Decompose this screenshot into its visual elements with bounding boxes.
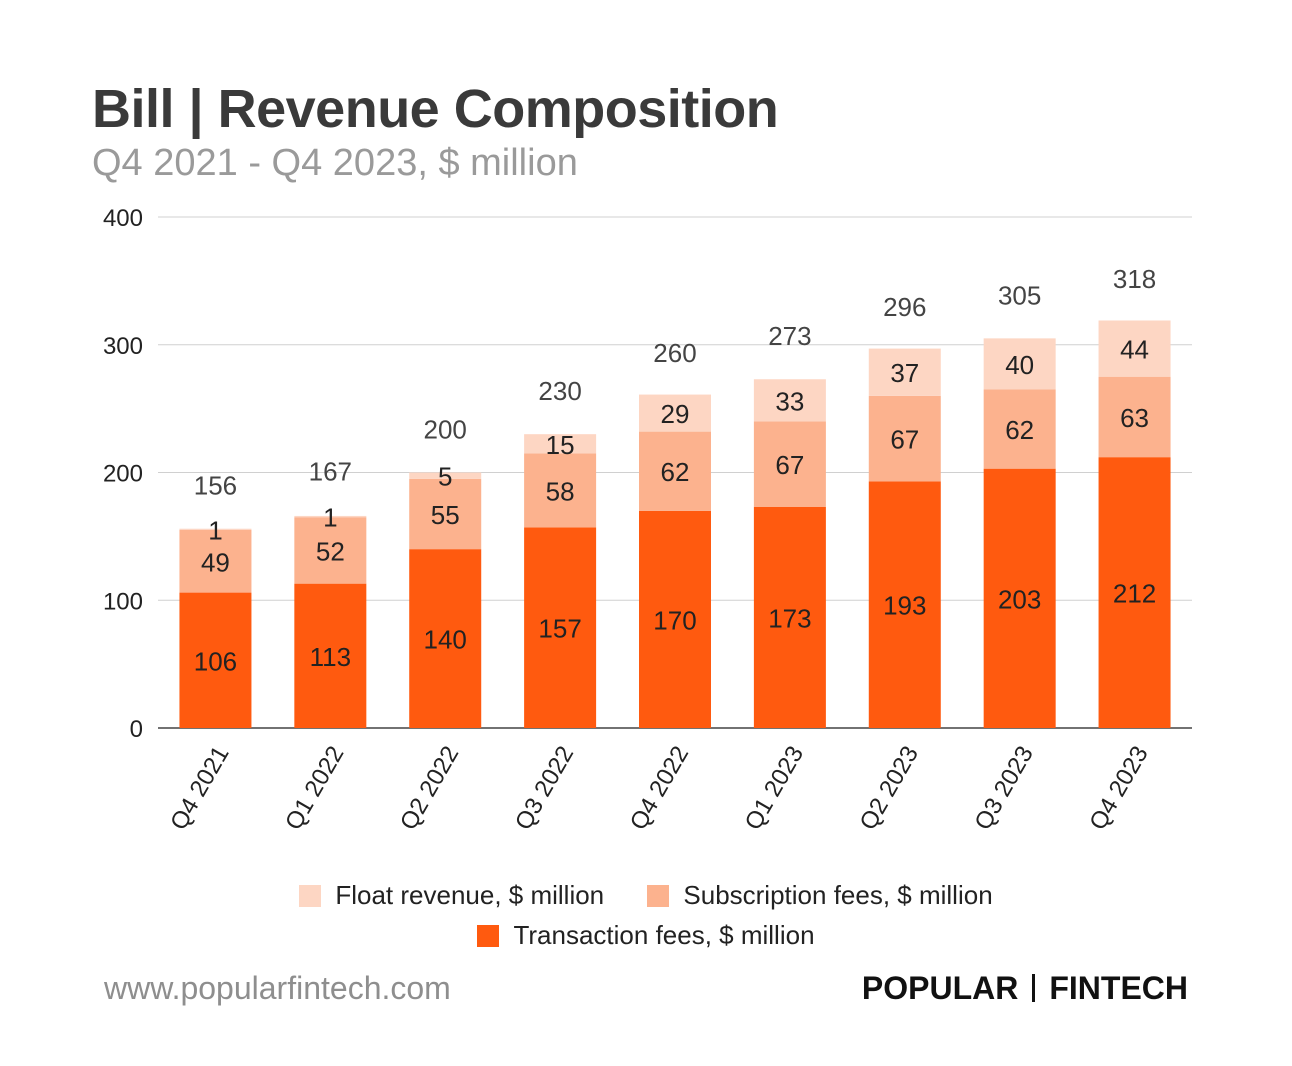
bar-transaction-4 xyxy=(639,510,711,728)
bar-float-3 xyxy=(524,434,597,454)
bar-transaction-6 xyxy=(868,481,941,728)
data-label-float-5: 33 xyxy=(775,386,804,416)
bar-subscription-2 xyxy=(409,478,482,550)
data-label-float-3: 15 xyxy=(546,430,575,460)
legend-swatch-float xyxy=(299,884,322,907)
legend-row-1: Float revenue, $ million Subscription fe… xyxy=(0,880,1292,914)
data-label-float-0: 1 xyxy=(208,515,222,545)
bar-subscription-8 xyxy=(1098,376,1171,458)
data-label-float-8: 44 xyxy=(1120,335,1149,365)
data-label-subscription-2: 55 xyxy=(431,500,460,530)
data-label-subscription-6: 67 xyxy=(890,425,919,455)
bar-float-5 xyxy=(753,379,826,422)
bar-transaction-0 xyxy=(179,592,252,728)
x-tick-label-5: Q1 2023 xyxy=(740,742,809,835)
data-label-subscription-7: 62 xyxy=(1005,415,1034,445)
x-tick-label-8: Q4 2023 xyxy=(1084,742,1153,835)
footer-url[interactable]: www.popularfintech.com xyxy=(104,970,451,1006)
y-tick-label-200: 200 xyxy=(103,461,143,488)
bar-transaction-3 xyxy=(524,527,597,728)
bar-float-2 xyxy=(409,472,482,479)
total-label-2: 200 xyxy=(424,415,467,445)
legend-item-float: Float revenue, $ million xyxy=(299,880,604,911)
bar-float-8 xyxy=(1098,320,1171,377)
brand-right: FINTECH xyxy=(1049,970,1188,1006)
legend-label-transaction: Transaction fees, $ million xyxy=(513,920,815,950)
data-label-transaction-4: 170 xyxy=(653,605,696,635)
bar-float-4 xyxy=(639,394,711,432)
total-label-1: 167 xyxy=(309,457,352,487)
brand-separator xyxy=(1032,974,1036,1002)
bar-transaction-7 xyxy=(983,468,1056,728)
bar-transaction-5 xyxy=(753,506,826,728)
total-label-3: 230 xyxy=(538,376,581,406)
bar-transaction-1 xyxy=(294,583,367,728)
data-label-subscription-0: 49 xyxy=(201,547,230,577)
data-label-float-4: 29 xyxy=(661,399,690,429)
total-label-6: 296 xyxy=(883,292,926,322)
data-label-float-6: 37 xyxy=(890,358,919,388)
legend-label-subscription: Subscription fees, $ million xyxy=(683,880,993,910)
bar-subscription-0 xyxy=(179,529,252,593)
bar-float-1 xyxy=(294,515,367,518)
brand-left: POPULAR xyxy=(861,970,1019,1006)
total-label-7: 305 xyxy=(998,280,1041,310)
data-label-subscription-4: 62 xyxy=(661,457,690,487)
data-label-transaction-1: 113 xyxy=(310,642,351,672)
legend-item-transaction: Transaction fees, $ million xyxy=(477,920,815,951)
bar-subscription-5 xyxy=(753,421,826,507)
data-label-float-7: 40 xyxy=(1005,350,1034,380)
y-tick-label-300: 300 xyxy=(103,333,143,360)
bar-subscription-6 xyxy=(868,395,941,482)
bar-transaction-8 xyxy=(1098,457,1171,728)
x-tick-label-6: Q2 2023 xyxy=(855,742,924,835)
data-label-transaction-7: 203 xyxy=(998,584,1041,614)
chart-subtitle: Q4 2021 - Q4 2023, $ million xyxy=(92,142,578,184)
data-label-transaction-6: 193 xyxy=(883,591,926,621)
data-label-transaction-5: 173 xyxy=(768,603,811,633)
data-label-transaction-3: 157 xyxy=(538,614,581,644)
bar-subscription-4 xyxy=(639,431,711,511)
y-tick-label-0: 0 xyxy=(130,716,143,743)
x-tick-label-0: Q4 2021 xyxy=(165,742,234,835)
brand-logo: POPULAR FINTECH xyxy=(862,970,1188,1007)
total-label-5: 273 xyxy=(768,321,811,351)
x-tick-label-1: Q1 2022 xyxy=(280,742,349,835)
chart-title: Bill | Revenue Composition xyxy=(92,79,779,139)
legend-item-subscription: Subscription fees, $ million xyxy=(647,880,993,911)
x-tick-label-3: Q3 2022 xyxy=(510,742,579,835)
data-label-transaction-2: 140 xyxy=(424,625,467,655)
bar-float-7 xyxy=(983,338,1056,390)
data-label-subscription-1: 52 xyxy=(316,536,345,566)
x-tick-label-2: Q2 2022 xyxy=(395,742,464,835)
y-tick-label-100: 100 xyxy=(103,588,143,615)
bar-subscription-7 xyxy=(983,389,1056,469)
data-label-transaction-0: 106 xyxy=(194,646,237,676)
data-label-subscription-3: 58 xyxy=(546,476,575,506)
data-label-transaction-8: 212 xyxy=(1113,579,1156,609)
legend-swatch-transaction xyxy=(477,924,500,947)
total-label-0: 156 xyxy=(194,471,237,501)
legend-row-2: Transaction fees, $ million xyxy=(0,920,1292,954)
total-label-8: 318 xyxy=(1113,264,1156,294)
bar-subscription-1 xyxy=(294,517,367,584)
total-label-4: 260 xyxy=(653,338,696,368)
bar-float-6 xyxy=(868,348,941,396)
data-label-subscription-8: 63 xyxy=(1120,403,1149,433)
data-label-float-2: 5 xyxy=(438,462,452,492)
data-label-subscription-5: 67 xyxy=(775,450,804,480)
legend-label-float: Float revenue, $ million xyxy=(335,880,605,910)
bar-subscription-3 xyxy=(524,453,597,528)
legend-swatch-subscription xyxy=(647,884,670,907)
bar-transaction-2 xyxy=(409,549,482,728)
x-tick-label-4: Q4 2022 xyxy=(625,742,694,835)
y-tick-label-400: 400 xyxy=(103,205,143,232)
x-tick-label-7: Q3 2023 xyxy=(969,742,1038,835)
data-label-float-1: 1 xyxy=(323,503,337,533)
bar-float-0 xyxy=(179,528,252,530)
